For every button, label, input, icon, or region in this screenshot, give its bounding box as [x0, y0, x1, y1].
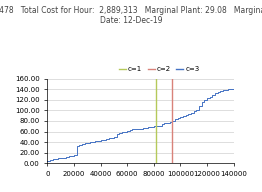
Text: Net Load: 84,478   Total Cost for Hour:  2,889,313   Marginal Plant: 29.08   Mar: Net Load: 84,478 Total Cost for Hour: 2,… — [0, 6, 262, 25]
Legend: c=1, c=2, c=3: c=1, c=2, c=3 — [116, 63, 203, 75]
